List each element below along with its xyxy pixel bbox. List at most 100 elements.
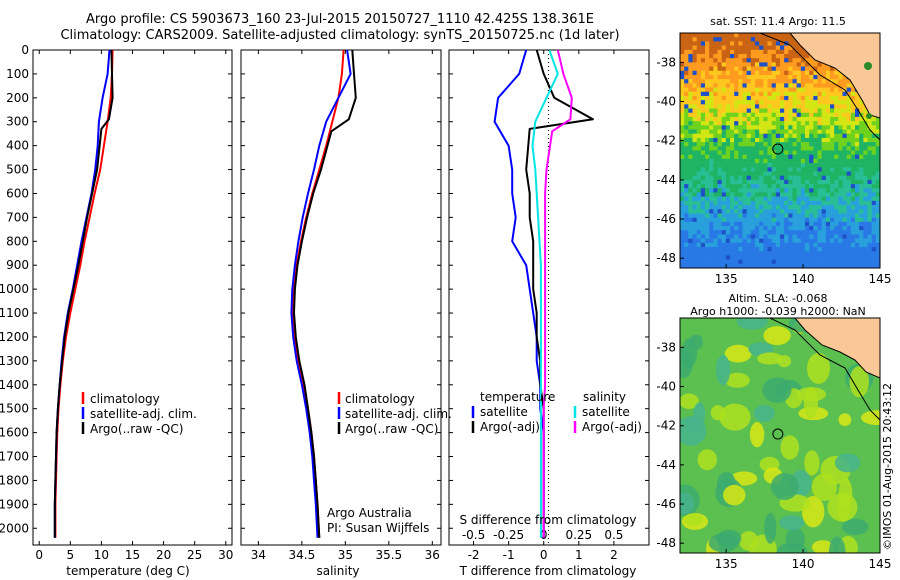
sst-cell [825,251,831,256]
sst-cell [705,263,710,268]
sst-cell [746,238,752,244]
series-line-satellite-adj-clim- [290,50,352,538]
sst-cell [767,66,772,72]
sst-cell [800,91,806,97]
depth-tick-label: 1800 [0,473,29,487]
sst-cell [717,112,722,118]
sst-cell [834,95,839,101]
sst-cell [717,49,722,55]
x-tick-label: -1 [503,548,515,562]
sst-cell [734,217,739,223]
sst-cell [738,217,743,223]
sst-cell [771,175,777,181]
sst-cell [796,133,802,139]
sst-cell [696,255,702,260]
depth-axis: 0100200300400500600700800900100011001200… [0,43,649,535]
sst-cell [855,213,860,218]
sst-cell [775,74,781,80]
sst-cell [850,217,856,223]
depth-tick-label: 1700 [0,450,29,464]
sst-cell [780,188,785,193]
sst-cell [775,179,781,185]
sst-cell [692,154,697,160]
legend-label-satellite: satellite-adj. clim. [345,407,452,421]
sst-cell [725,251,731,256]
sst-cell [784,49,789,55]
sst-cell [830,133,835,139]
sst-cell [725,242,731,248]
sst-cell [784,184,789,189]
sst-cell [817,112,822,118]
sst-cell [734,158,739,164]
sst-cell [755,251,760,256]
sst-cell [696,163,702,168]
sst-cell [688,49,693,55]
sst-cell [792,179,797,185]
sst-cell [838,91,843,97]
sst-cell [759,221,764,227]
lat-tick-label: -38 [656,340,676,354]
sst-cell [730,263,735,268]
land-australia [789,33,880,119]
sst-cell [684,196,689,202]
sst-cell [763,171,768,176]
sst-cell [705,192,710,197]
sst-cell [688,217,693,223]
sst-cell [875,116,880,122]
sst-cell [713,95,718,101]
sst-cell [846,133,852,139]
sst-cell [750,137,756,143]
sst-cell [792,205,797,210]
sst-cell [792,133,797,139]
lat-tick-label: -40 [656,380,676,394]
sst-cell [680,255,685,260]
sst-cell [775,87,781,93]
sst-cell [817,238,822,244]
sst-cell [696,205,702,210]
sst-cell [788,150,793,155]
sst-cell [855,196,860,202]
sst-cell [763,163,768,168]
sst-cell [780,259,785,265]
sst-cell [800,196,806,202]
credit-line2: PI: Susan Wijffels [327,521,429,535]
sst-cell [692,129,697,135]
sst-cell [821,192,827,197]
sst-cell [859,238,864,244]
sst-cell [842,263,847,268]
sst-cell [725,171,731,176]
sst-cell [742,146,747,151]
sst-cell [859,104,864,109]
sst-cell [771,200,777,206]
sst-cell [805,171,810,176]
sst-cell [825,209,831,214]
sst-cell [696,33,702,38]
sst-cell [696,171,702,176]
sst-cell [863,184,868,189]
sst-cell [867,171,872,176]
sst-cell [855,171,860,176]
sst-cell [725,49,731,55]
sst-cell [800,242,806,248]
sst-cell [838,79,843,84]
sst-cell [692,217,697,223]
sst-cell [871,226,877,231]
sst-cell [680,184,685,189]
sst-cell [750,255,756,260]
sst-cell [738,53,743,59]
sst-cell [850,192,856,197]
sst-cell [738,184,743,189]
sst-cell [784,66,789,72]
sst-cell [792,209,797,214]
sst-cell [734,137,739,143]
sst-cell [763,37,768,42]
sst-cell [842,100,847,105]
sst-cell [684,192,689,197]
sst-cell [767,205,772,210]
sla-eddy [749,422,765,448]
sst-cell [713,49,718,55]
sst-cell [784,213,789,218]
sst-cell [821,129,827,135]
sst-cell [738,125,743,130]
sst-cell [763,205,768,210]
